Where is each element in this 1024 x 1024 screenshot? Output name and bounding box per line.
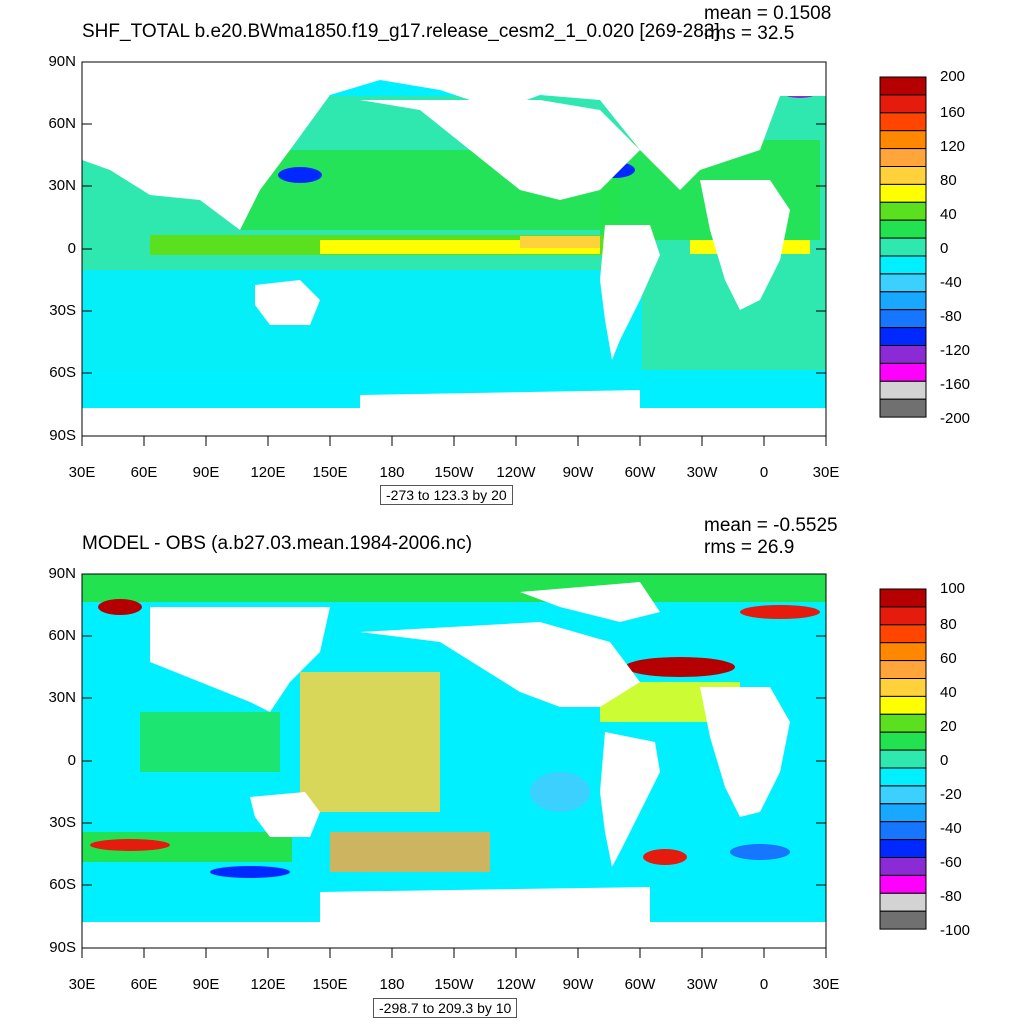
top-lat-label: 0 (67, 240, 76, 257)
bottom-colorbar-label: 60 (940, 650, 957, 667)
bottom-mean-value: mean = -0.5525 (704, 515, 838, 536)
top-lon-label: 30W (686, 464, 718, 481)
top-lat-label: 30N (48, 177, 76, 194)
top-colorbar-label: -120 (940, 342, 971, 359)
bottom-rms-value: rms = 26.9 (704, 537, 795, 558)
bottom-lat-label: 60S (49, 876, 76, 893)
bottom-lat-label: 90N (48, 565, 76, 582)
top-lon-label: 60W (624, 464, 656, 481)
bottom-map-svg (81, 573, 927, 958)
top-lon-label: 150W (434, 464, 474, 481)
bottom-colorbar-label: -60 (940, 854, 962, 871)
bottom-lon-label: 30E (68, 976, 96, 993)
bottom-lon-label: 120E (250, 976, 286, 993)
bottom-colorbar (879, 588, 927, 930)
top-colorbar-label: -200 (940, 410, 971, 427)
top-panel: SHF_TOTAL b.e20.BWma1850.f19_g17.release… (48, 3, 971, 505)
bottom-colorbar-label: 80 (940, 616, 957, 633)
top-map-svg (81, 61, 927, 446)
bottom-colorbar-label: 20 (940, 718, 957, 735)
bottom-contour-range-label: -298.7 to 209.3 by 10 (373, 998, 518, 1018)
bottom-lat-label: 60N (48, 627, 76, 644)
bottom-colorbar-label: -80 (940, 888, 962, 905)
bottom-panel: MODEL - OBS (a.b27.03.mean.1984-2006.nc)… (0, 512, 1024, 1024)
top-lat-label: 90S (49, 427, 76, 444)
top-lat-label: 30S (49, 302, 76, 319)
bottom-colorbar-label: 0 (940, 752, 949, 769)
bottom-lon-label: 90W (562, 976, 594, 993)
bottom-colorbar-label: 40 (940, 684, 957, 701)
top-colorbar-label: 120 (940, 138, 966, 155)
bottom-lon-label: 30W (686, 976, 718, 993)
top-colorbar-label: 200 (940, 68, 966, 85)
top-colorbar-label: 40 (940, 206, 957, 223)
bottom-lon-ticks (81, 948, 827, 958)
top-rms-value: rms = 32.5 (704, 23, 795, 44)
bottom-lon-label: 30E (812, 976, 840, 993)
top-mean-value: mean = 0.1508 (704, 3, 832, 24)
bottom-lat-label: 30N (48, 689, 76, 706)
top-contour-range-label: -273 to 123.3 by 20 (380, 485, 513, 505)
top-colorbar-label: -80 (940, 308, 962, 325)
bottom-land-mask (82, 582, 826, 948)
bottom-lat-ticks (82, 573, 826, 949)
top-colorbar-label: -40 (940, 274, 962, 291)
top-lat-label: 60S (49, 364, 76, 381)
bottom-lon-label: 60W (624, 976, 656, 993)
top-lat-label: 60N (48, 115, 76, 132)
bottom-lat-label: 0 (67, 752, 76, 769)
bottom-lat-label: 90S (49, 939, 76, 956)
bottom-colorbar-label: -40 (940, 820, 962, 837)
top-colorbar-label: 160 (940, 104, 966, 121)
top-lon-label: 120E (250, 464, 286, 481)
top-land-mask (82, 66, 826, 436)
bottom-colorbar-label: 100 (940, 580, 966, 597)
top-plot-title: SHF_TOTAL b.e20.BWma1850.f19_g17.release… (82, 21, 720, 42)
top-lon-ticks (81, 436, 827, 446)
bottom-lon-label: 0 (759, 976, 769, 993)
bottom-colorbar-label: -20 (940, 786, 962, 803)
bottom-lon-label: 150E (312, 976, 348, 993)
bottom-lon-label: 120W (496, 976, 536, 993)
top-lon-label: 90E (192, 464, 220, 481)
bottom-lat-label: 30S (49, 814, 76, 831)
top-lon-label: 120W (496, 464, 536, 481)
top-lat-label: 90N (48, 53, 76, 70)
top-colorbar-label: 80 (940, 172, 957, 189)
top-lon-label: 150E (312, 464, 348, 481)
bottom-lon-label: 150W (434, 976, 474, 993)
top-colorbar-label: 0 (940, 240, 949, 257)
bottom-lon-label: 60E (130, 976, 158, 993)
top-lon-label: 180 (379, 464, 405, 481)
top-lon-label: 30E (68, 464, 96, 481)
bottom-colorbar-label: -100 (940, 922, 971, 939)
bottom-lon-label: 90E (192, 976, 220, 993)
top-lon-label: 0 (759, 464, 769, 481)
bottom-lon-label: 180 (379, 976, 405, 993)
top-lon-label: 30E (812, 464, 840, 481)
top-lon-label: 60E (130, 464, 158, 481)
top-colorbar (879, 76, 927, 418)
top-colorbar-label: -160 (940, 376, 971, 393)
top-lat-ticks (82, 61, 826, 437)
bottom-plot-title: MODEL - OBS (a.b27.03.mean.1984-2006.nc) (82, 533, 473, 554)
top-lon-label: 90W (562, 464, 594, 481)
